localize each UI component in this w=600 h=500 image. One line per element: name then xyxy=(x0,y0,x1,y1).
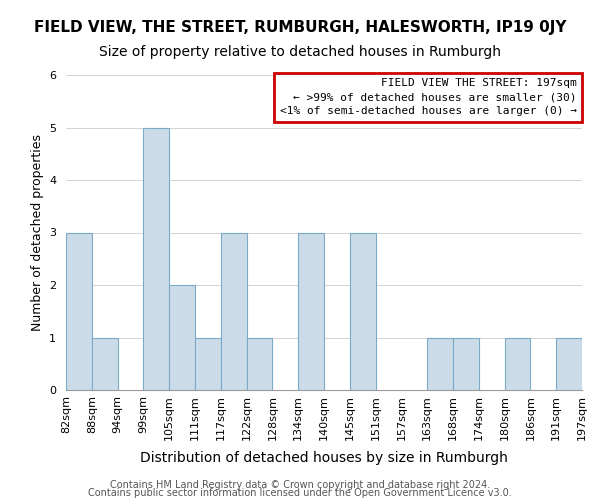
Bar xyxy=(92,338,118,390)
X-axis label: Distribution of detached houses by size in Rumburgh: Distribution of detached houses by size … xyxy=(140,451,508,465)
Bar xyxy=(556,338,582,390)
Text: FIELD VIEW THE STREET: 197sqm
← >99% of detached houses are smaller (30)
<1% of : FIELD VIEW THE STREET: 197sqm ← >99% of … xyxy=(280,78,577,116)
Text: FIELD VIEW, THE STREET, RUMBURGH, HALESWORTH, IP19 0JY: FIELD VIEW, THE STREET, RUMBURGH, HALESW… xyxy=(34,20,566,35)
Bar xyxy=(247,338,272,390)
Bar xyxy=(298,232,324,390)
Bar xyxy=(169,285,195,390)
Bar xyxy=(143,128,169,390)
Text: Size of property relative to detached houses in Rumburgh: Size of property relative to detached ho… xyxy=(99,45,501,59)
Y-axis label: Number of detached properties: Number of detached properties xyxy=(31,134,44,331)
Text: Contains public sector information licensed under the Open Government Licence v3: Contains public sector information licen… xyxy=(88,488,512,498)
Bar xyxy=(221,232,247,390)
Bar xyxy=(66,232,92,390)
Bar xyxy=(427,338,453,390)
Bar xyxy=(195,338,221,390)
Bar xyxy=(453,338,479,390)
Bar xyxy=(350,232,376,390)
Bar xyxy=(505,338,530,390)
Text: Contains HM Land Registry data © Crown copyright and database right 2024.: Contains HM Land Registry data © Crown c… xyxy=(110,480,490,490)
